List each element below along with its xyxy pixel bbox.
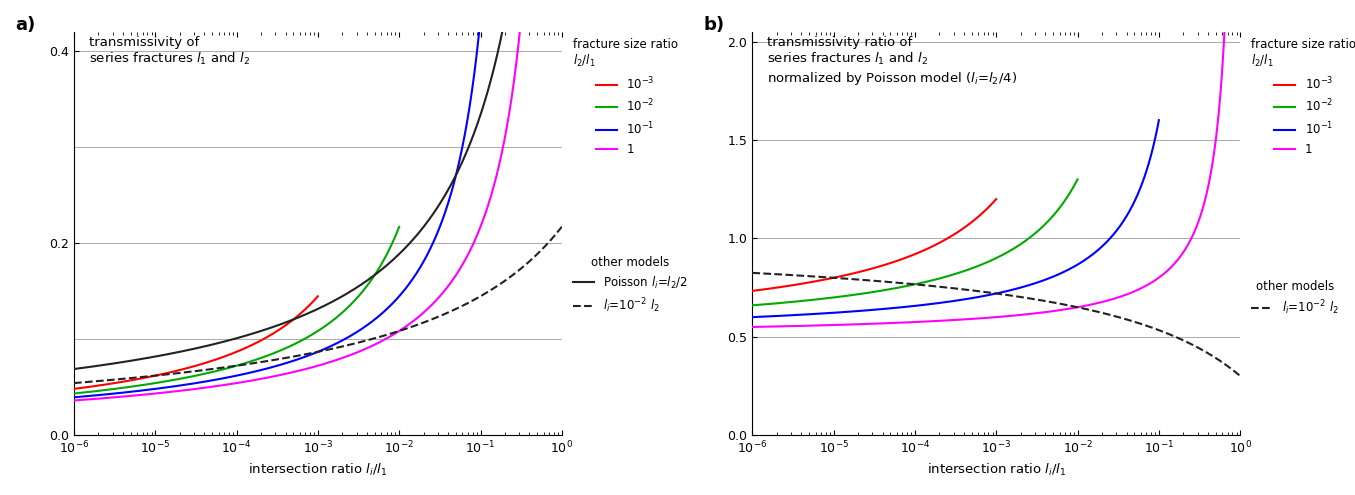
Text: b): b) [703,16,725,34]
Legend: Poisson $l_i$=$l_2$/2, $l_i$=10$^{-2}$ $l_2$: Poisson $l_i$=$l_2$/2, $l_i$=10$^{-2}$ $… [573,255,688,315]
Text: transmissivity of
series fractures $l_1$ and $l_2$: transmissivity of series fractures $l_1$… [88,36,249,67]
Text: transmissivity ratio of
series fractures $l_1$ and $l_2$
normalized by Poisson m: transmissivity ratio of series fractures… [767,36,1018,87]
X-axis label: intersection ratio $l_i$/$l_1$: intersection ratio $l_i$/$l_1$ [927,462,1066,478]
Legend: $l_i$=10$^{-2}$ $l_2$: $l_i$=10$^{-2}$ $l_2$ [1251,280,1339,317]
X-axis label: intersection ratio $l_i$/$l_1$: intersection ratio $l_i$/$l_1$ [248,462,388,478]
Text: a): a) [15,16,35,34]
